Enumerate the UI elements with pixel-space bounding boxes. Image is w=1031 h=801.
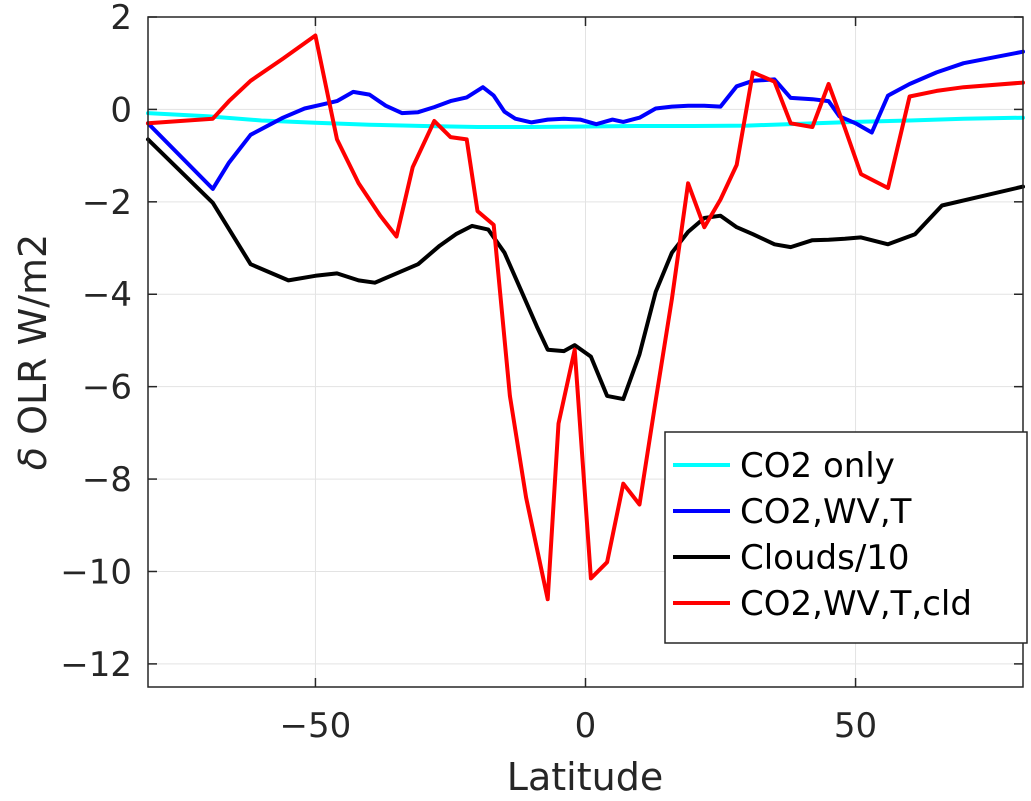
y-tick-label: −12	[60, 645, 132, 685]
series-line-clouds-10	[146, 137, 1025, 402]
series-line-co2-only	[146, 111, 1025, 129]
legend-label-co2-wv-t: CO2,WV,T	[740, 492, 912, 532]
legend-label-co2-only: CO2 only	[740, 446, 895, 486]
legend-label-co2-wv-t-cld: CO2,WV,T,cld	[740, 584, 972, 624]
x-tick-label: 50	[834, 706, 877, 746]
x-axis: −50 0 50	[280, 17, 877, 746]
x-tick-label: 0	[575, 706, 597, 746]
legend: CO2 only CO2,WV,T Clouds/10 CO2,WV,T,cld	[664, 431, 1028, 644]
series-layer	[146, 33, 1025, 602]
y-tick-label: −4	[82, 275, 132, 315]
y-tick-label: −2	[82, 183, 132, 223]
series-line-co2-wv-t	[146, 49, 1025, 191]
y-axis: 2 0 −2 −4 −6 −8 −10 −12	[60, 0, 1023, 685]
y-axis-title-text: OLR W/m2	[11, 234, 55, 447]
y-tick-label: 0	[110, 90, 132, 130]
series-line-co2-wv-t-cld	[146, 33, 1025, 602]
x-axis-title: Latitude	[507, 755, 663, 799]
x-tick-label: −50	[280, 706, 352, 746]
legend-label-clouds-10: Clouds/10	[740, 538, 910, 578]
y-tick-label: −8	[82, 460, 132, 500]
y-tick-label: −10	[60, 552, 132, 592]
y-axis-title: δ OLR W/m2	[11, 234, 55, 470]
y-tick-label: −6	[82, 368, 132, 408]
y-axis-title-symbol: δ	[11, 447, 55, 470]
y-tick-label: 2	[110, 0, 132, 38]
legend-box	[664, 431, 1028, 644]
